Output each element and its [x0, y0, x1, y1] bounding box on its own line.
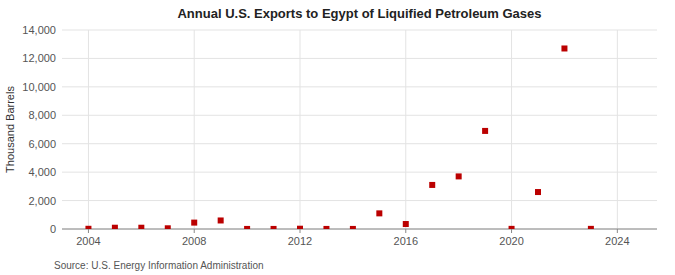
y-tick-label: 14,000 [22, 24, 56, 36]
point [509, 226, 515, 229]
point [191, 220, 197, 226]
title: Annual U.S. Exports to Egypt of Liquifie… [177, 6, 541, 21]
point [85, 226, 91, 229]
y-grid-line [62, 86, 657, 87]
point [112, 225, 118, 229]
y-tick-label: 2,000 [28, 195, 56, 207]
x-tick-label: 2016 [394, 235, 418, 247]
y-grid-line [62, 30, 657, 31]
y-grid-line [62, 172, 657, 173]
x-tick-label: 2020 [499, 235, 523, 247]
y-grid-line [62, 200, 657, 201]
y-tick-label: 12,000 [22, 52, 56, 64]
point [456, 173, 462, 179]
x-axis-line [62, 229, 657, 230]
point [535, 189, 541, 195]
y-tick-label: 4,000 [28, 166, 56, 178]
point [429, 182, 435, 188]
y-tick-label: 6,000 [28, 138, 56, 150]
x-grid-line [405, 30, 406, 229]
y-grid-line [62, 229, 657, 230]
x-grid-line [194, 30, 195, 229]
y-tick-label: 10,000 [22, 81, 56, 93]
x-grid-line [300, 30, 301, 229]
point [403, 221, 409, 227]
x-tick [300, 229, 301, 233]
point [244, 226, 250, 229]
point [323, 226, 329, 229]
y-tick-label: 0 [50, 223, 56, 235]
y-grid-line [62, 143, 657, 144]
x-tick-label: 2024 [605, 235, 629, 247]
x-tick [617, 229, 618, 233]
grid [62, 30, 657, 229]
x-tick [405, 229, 406, 233]
y-grid-line [62, 58, 657, 59]
points [85, 45, 593, 229]
point [350, 226, 356, 229]
point [218, 217, 224, 223]
y-axis-label: Thousand Barrels [4, 86, 16, 173]
point [138, 225, 144, 229]
x-tick [194, 229, 195, 233]
chart-svg: Annual U.S. Exports to Egypt of Liquifie… [0, 0, 675, 275]
axes: 0 2,000 4,000 6,000 8,000 10,000 12,000 14,000 2… [22, 24, 657, 247]
chart-container: Annual U.S. Exports to Egypt of Liquifie… [0, 0, 675, 275]
point [165, 225, 171, 229]
x-grid-line [88, 30, 89, 229]
point [588, 226, 594, 229]
point [561, 45, 567, 51]
point [297, 226, 303, 229]
point [376, 210, 382, 216]
x-grid-line [617, 30, 618, 229]
point [271, 226, 277, 229]
background [0, 0, 675, 275]
x-tick-label: 2008 [182, 235, 206, 247]
y-grid-line [62, 115, 657, 116]
x-tick-label: 2004 [76, 235, 100, 247]
source-note: Source: U.S. Energy Information Administ… [54, 260, 264, 271]
x-tick [511, 229, 512, 233]
x-tick-label: 2012 [288, 235, 312, 247]
point [482, 128, 488, 134]
y-tick-label: 8,000 [28, 109, 56, 121]
x-tick [88, 229, 89, 233]
x-grid-line [511, 30, 512, 229]
